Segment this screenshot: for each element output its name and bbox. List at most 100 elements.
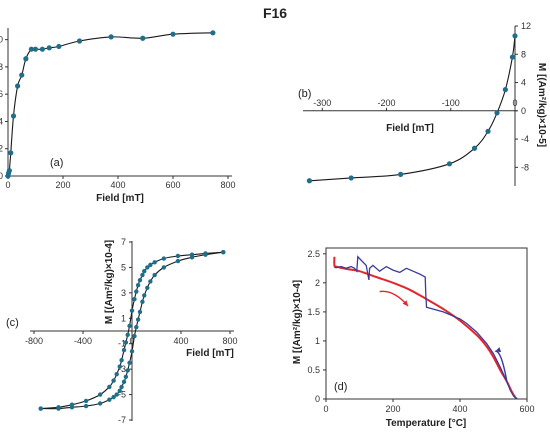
x-tick-label-a: 400: [110, 180, 125, 190]
data-point-a: [32, 46, 39, 52]
data-point-c: [123, 374, 129, 379]
data-point-c: [123, 340, 129, 345]
data-point-a: [6, 167, 12, 174]
y-tick-label-d: 2.5: [307, 249, 320, 259]
data-point-b: [348, 175, 354, 181]
y-tick-label-d: 1.5: [307, 307, 320, 317]
y-tick-label-a: 10: [0, 35, 3, 45]
x-tick-label-b: -200: [378, 98, 396, 108]
data-point-c: [175, 253, 181, 259]
data-point-c: [161, 256, 167, 261]
data-point-c: [137, 309, 143, 315]
panel-label-b: (b): [298, 88, 311, 100]
x-tick-label-a: 800: [220, 180, 235, 190]
data-point-c: [69, 405, 75, 410]
panel-a-chart: 02004006008000246810Field [mT]M [(Am²/kg…: [0, 28, 236, 204]
data-point-c: [97, 392, 103, 397]
arrow-head-d-red: [402, 300, 409, 307]
data-point-c: [137, 277, 143, 283]
data-point-c: [121, 347, 127, 353]
data-point-c: [83, 398, 89, 404]
data-point-b: [494, 110, 500, 116]
data-point-a: [23, 56, 29, 62]
data-point-b: [446, 161, 453, 167]
data-point-c: [148, 262, 153, 268]
x-axis-label-b: Field [mT]: [386, 123, 434, 134]
panel-d-chart: 0 200 400 600 0 0.5 1 1.5 2 2.5 Temperature [°C] M …: [292, 247, 535, 429]
data-point-b: [509, 54, 516, 60]
data-point-b: [485, 128, 491, 134]
data-point-c: [38, 406, 43, 411]
data-point-c: [97, 401, 103, 406]
data-point-c: [152, 272, 157, 278]
data-point-c: [111, 378, 116, 383]
y-tick-label-b: -4: [521, 134, 529, 144]
y-tick-label-a: 4: [0, 116, 3, 126]
data-point-a: [8, 150, 14, 156]
data-point-b: [512, 33, 518, 39]
x-tick-label-c: 800: [222, 336, 237, 346]
data-point-c: [125, 332, 130, 338]
data-point-a: [76, 38, 83, 44]
data-point-a: [19, 72, 25, 78]
data-point-c: [189, 255, 195, 260]
x-tick-label-b: -100: [442, 98, 460, 108]
data-point-c: [119, 384, 124, 390]
x-tick-label-d: 0: [323, 404, 328, 414]
data-point-c: [175, 258, 181, 264]
data-point-c: [140, 299, 145, 304]
y-tick-label-c: 1: [121, 313, 126, 323]
y-tick-label-a: 6: [0, 89, 3, 99]
data-point-c: [107, 397, 112, 402]
y-tick-label-d: 0.5: [307, 365, 320, 375]
data-point-c: [135, 317, 141, 322]
x-tick-label-a: 600: [165, 180, 180, 190]
data-point-c: [142, 293, 147, 298]
data-point-c: [135, 283, 141, 288]
panel-c-chart: -800 -400 0 400 800 7 5 3 1 -1 -3 -5 -7 Field [mT] M […: [6, 237, 238, 425]
data-point-c: [114, 392, 119, 397]
y-tick-label-b: 0: [521, 106, 526, 116]
x-tick-label-a: 0: [5, 180, 10, 190]
data-point-b: [502, 87, 508, 93]
data-point-c: [134, 289, 139, 294]
data-point-c: [145, 285, 150, 290]
data-point-a: [170, 31, 176, 37]
data-point-c: [127, 360, 132, 365]
y-tick-label-a: 0: [0, 171, 3, 181]
data-point-c: [203, 252, 208, 257]
data-point-c: [129, 308, 135, 313]
data-point-a: [140, 35, 146, 41]
x-tick-label-d: 200: [385, 404, 400, 414]
panel-label-a: (a): [50, 157, 63, 169]
data-point-c: [221, 249, 226, 255]
data-point-c: [129, 349, 135, 354]
data-point-a: [210, 30, 216, 36]
x-tick-label-a: 200: [55, 180, 70, 190]
data-point-c: [134, 324, 139, 330]
y-tick-label-c: 7: [121, 237, 126, 247]
figure-title: F16: [263, 5, 287, 21]
data-point-c: [117, 388, 122, 393]
x-axis-label-c: Field [mT]: [186, 348, 234, 359]
x-tick-label-d: 400: [452, 404, 467, 414]
x-tick-label-c: -400: [74, 336, 92, 346]
data-point-c: [56, 406, 61, 411]
y-tick-label-c: -7: [118, 415, 126, 425]
x-tick-label-b: -300: [313, 98, 331, 108]
y-axis-label-b: M [(Am²/kg)×10-5]: [536, 63, 547, 147]
data-point-a: [39, 46, 45, 52]
y-axis-label-c: M [(Am²/kg)×10-4]: [104, 240, 115, 324]
y-tick-label-c: -3: [118, 364, 126, 374]
data-point-c: [148, 279, 153, 284]
data-point-a: [15, 83, 21, 89]
arrow-head-d-blue: [495, 347, 502, 353]
data-point-c: [161, 265, 167, 270]
curve-a: [7, 32, 213, 177]
data-point-c: [125, 368, 130, 373]
data-point-b: [471, 145, 478, 151]
y-tick-label-c: 5: [121, 262, 126, 272]
x-axis-label-a: Field [mT]: [96, 193, 144, 204]
data-point-c: [121, 379, 127, 385]
